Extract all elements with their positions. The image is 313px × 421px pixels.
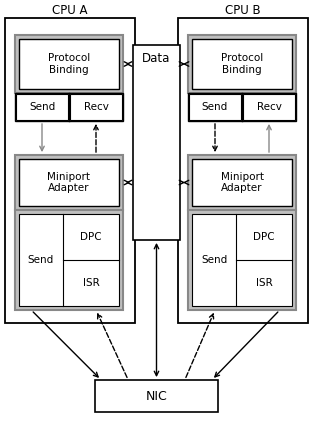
Bar: [15, 35, 123, 93]
Text: Protocol
Binding: Protocol Binding: [221, 53, 263, 75]
Bar: [15, 93, 123, 121]
Bar: [188, 210, 296, 310]
Bar: [188, 93, 296, 121]
Bar: [189, 94, 241, 120]
Bar: [15, 210, 123, 310]
Text: Miniport
Adapter: Miniport Adapter: [220, 172, 264, 193]
Bar: [19, 39, 119, 89]
Bar: [19, 159, 119, 206]
Text: Send: Send: [202, 102, 228, 112]
Text: CPU B: CPU B: [225, 3, 261, 16]
Text: CPU A: CPU A: [52, 3, 88, 16]
Text: ISR: ISR: [256, 278, 272, 288]
Text: ISR: ISR: [83, 278, 99, 288]
Text: Protocol
Binding: Protocol Binding: [48, 53, 90, 75]
Bar: [15, 155, 123, 210]
Text: Recv: Recv: [257, 102, 281, 112]
Text: DPC: DPC: [253, 232, 275, 242]
Bar: [5, 18, 135, 323]
Bar: [192, 39, 292, 89]
Text: DPC: DPC: [80, 232, 102, 242]
Text: Data: Data: [142, 53, 171, 66]
Text: Recv: Recv: [84, 102, 108, 112]
Bar: [133, 45, 180, 240]
Bar: [178, 18, 308, 323]
Text: Send: Send: [28, 255, 54, 265]
Bar: [16, 94, 68, 120]
Text: Send: Send: [29, 102, 55, 112]
Bar: [188, 155, 296, 210]
Text: Miniport
Adapter: Miniport Adapter: [48, 172, 90, 193]
Bar: [95, 380, 218, 412]
Bar: [188, 35, 296, 93]
Bar: [19, 214, 119, 306]
Bar: [70, 94, 122, 120]
Bar: [192, 214, 292, 306]
Text: NIC: NIC: [146, 389, 167, 402]
Text: Send: Send: [201, 255, 227, 265]
Bar: [243, 94, 295, 120]
Bar: [192, 159, 292, 206]
